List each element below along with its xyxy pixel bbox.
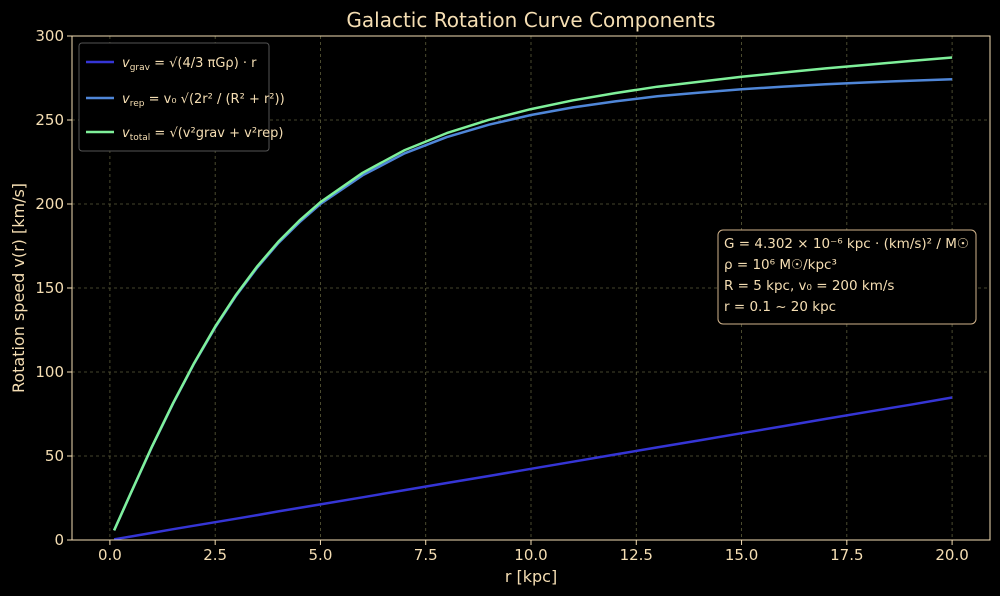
- x-axis-ticks: 0.0 2.5 5.0 7.5 10.0 12.5 15.0 17.5 20.0: [98, 540, 969, 564]
- x-tick-label: 7.5: [414, 546, 438, 564]
- y-axis-label: Rotation speed v(r) [km/s]: [9, 183, 28, 393]
- legend-box: [78, 42, 270, 152]
- x-tick-label: 0.0: [98, 546, 122, 564]
- series-line-total: [112, 56, 953, 531]
- parameter-line: G = 4.302 × 10⁻⁶ kpc · (km/s)² / M☉: [724, 236, 969, 252]
- series-line-grav: [113, 396, 953, 541]
- x-tick-label: 20.0: [935, 546, 968, 564]
- parameter-box: G = 4.302 × 10⁻⁶ kpc · (km/s)² / M☉ ρ = 1…: [717, 229, 977, 325]
- x-tick-label: 10.0: [514, 546, 547, 564]
- legend-entry-label: vtotal = √(v²grav + v²rep): [122, 126, 283, 143]
- legend: vgrav = √(4/3 πGρ) · r vrep = v₀ √(2r² / …: [78, 42, 285, 152]
- parameter-line: R = 5 kpc, v₀ = 200 km/s: [724, 278, 894, 294]
- x-tick-label: 12.5: [620, 546, 653, 564]
- y-tick-label: 50: [45, 447, 64, 465]
- y-tick-label: 300: [35, 27, 64, 45]
- x-tick-label: 5.0: [309, 546, 333, 564]
- y-tick-label: 150: [35, 279, 64, 297]
- y-tick-label: 250: [35, 111, 64, 129]
- parameter-box-frame: [717, 229, 977, 325]
- y-axis-ticks: 0 50 100 150 200 250 300: [35, 27, 72, 549]
- y-tick-label: 0: [54, 531, 64, 549]
- legend-entry-label: vgrav = √(4/3 πGρ) · r: [122, 56, 257, 73]
- parameter-line: r = 0.1 ~ 20 kpc: [724, 299, 836, 315]
- y-tick-label: 200: [35, 195, 64, 213]
- legend-entry-label: vrep = v₀ √(2r² / (R² + r²)): [122, 92, 285, 109]
- series-lines: [112, 56, 953, 541]
- chart-title: Galactic Rotation Curve Components: [346, 8, 715, 32]
- x-tick-label: 17.5: [830, 546, 863, 564]
- x-tick-label: 2.5: [203, 546, 227, 564]
- parameter-line: ρ = 10⁶ M☉/kpc³: [724, 257, 837, 273]
- x-axis-label: r [kpc]: [505, 567, 557, 586]
- y-tick-label: 100: [35, 363, 64, 381]
- x-tick-label: 15.0: [725, 546, 758, 564]
